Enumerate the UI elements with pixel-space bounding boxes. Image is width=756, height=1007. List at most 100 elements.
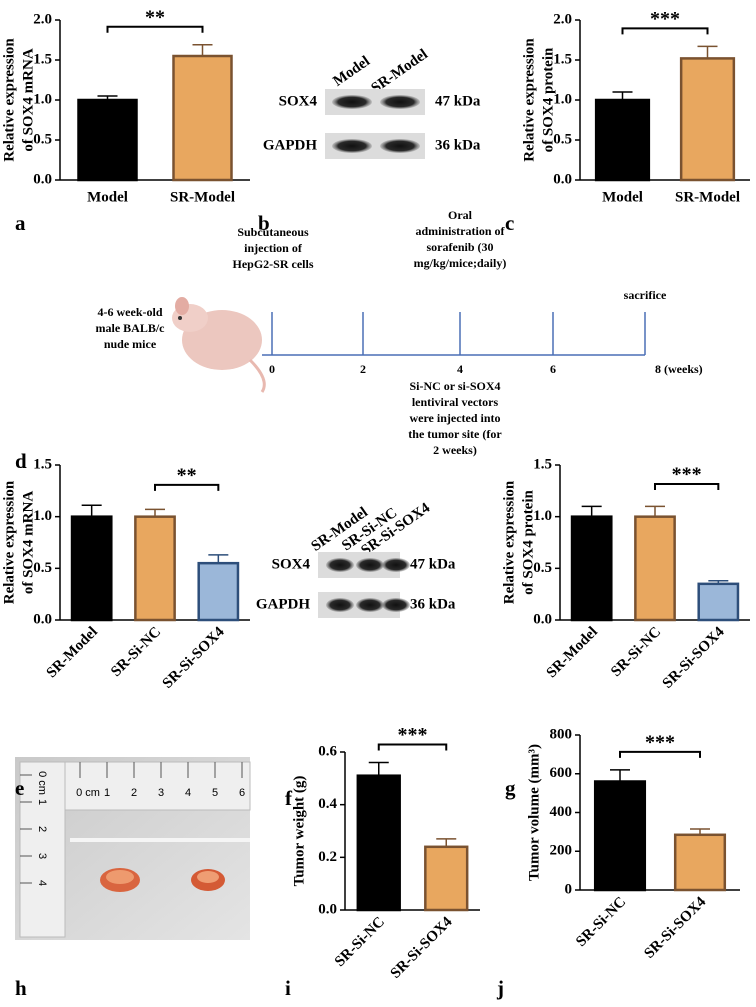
panel-letter: j	[496, 976, 504, 1000]
x-tick-label: SR-Model	[675, 189, 740, 205]
bar	[77, 98, 138, 182]
subject-label: 4-6 week-old	[98, 305, 163, 319]
bar	[70, 515, 113, 622]
timeline-annotation: Si-NC or si-SOX4	[409, 379, 500, 393]
significance-label: **	[177, 465, 197, 487]
subject-label: nude mice	[104, 337, 157, 351]
y-axis-label: Relative expression	[501, 480, 517, 604]
y-axis-label: Relative expression	[521, 38, 537, 162]
bar	[172, 54, 233, 182]
y-axis-label: Tumor weight (g)	[291, 776, 307, 887]
y-tick-label: 2.0	[553, 11, 572, 27]
y-tick-label: 0.0	[533, 611, 552, 627]
timeline-tick-label: 6	[550, 362, 556, 376]
timeline-annotation: 2 weeks)	[433, 443, 477, 457]
bar	[679, 57, 736, 182]
timeline-tick-label: 2	[360, 362, 366, 376]
y-tick-label: 0.4	[318, 796, 337, 812]
significance-label: ***	[645, 731, 675, 753]
blot-row-label: GAPDH	[263, 137, 317, 153]
error-bar	[697, 45, 718, 59]
error-bar	[97, 95, 118, 100]
ruler-label: 4	[185, 787, 191, 799]
y-axis-label: Relative expression	[1, 480, 17, 604]
error-bar	[81, 504, 102, 517]
blot-size-label: 36 kDa	[410, 596, 456, 612]
timeline-annotation: were injected into	[409, 411, 500, 425]
y-tick-label: 0.5	[33, 131, 52, 147]
ruler-label: 6	[239, 787, 245, 799]
x-tick-label: SR-Model	[170, 189, 235, 205]
y-tick-label: 1.5	[33, 51, 52, 67]
significance-label: ***	[672, 464, 702, 486]
blot-band	[380, 139, 420, 153]
significance-bracket	[621, 27, 709, 35]
error-bar	[145, 508, 165, 517]
y-tick-label: 0.0	[318, 901, 337, 917]
panel-letter: e	[15, 776, 24, 800]
panel-letter: f	[285, 786, 293, 810]
blot-band	[380, 95, 420, 109]
panel-letter: b	[258, 211, 270, 235]
significance-label: **	[145, 6, 165, 28]
timeline-annotation: sorafenib (30	[427, 240, 494, 254]
blot-band	[326, 598, 354, 612]
y-tick-label: 600	[550, 765, 573, 781]
y-axis-label: Relative expression	[1, 38, 17, 162]
y-axis-label: of SOX4 mRNA	[20, 491, 36, 594]
timeline-annotation: sacrifice	[624, 288, 667, 302]
significance-bracket	[619, 750, 701, 758]
bar	[634, 515, 676, 622]
y-tick-label: 800	[550, 726, 573, 742]
blot-band	[326, 558, 354, 572]
tumor-photo	[15, 757, 251, 940]
blot-band	[332, 139, 372, 153]
timeline-annotation: Oral	[448, 208, 473, 222]
error-bar	[610, 769, 630, 782]
blot-band	[382, 558, 410, 572]
ruler-label: 3	[36, 853, 48, 859]
significance-bracket	[154, 483, 220, 491]
y-tick-label: 0.6	[318, 743, 337, 759]
y-tick-label: 1.5	[553, 51, 572, 67]
timeline-annotation: mg/kg/mice;daily)	[414, 256, 507, 270]
panel-letter: g	[505, 776, 516, 800]
timeline-tick-label: 0	[269, 362, 275, 376]
y-tick-label: 0.5	[533, 560, 552, 576]
bar	[593, 780, 647, 892]
blot-band	[382, 598, 410, 612]
error-bar	[690, 828, 710, 835]
significance-label: ***	[398, 724, 428, 746]
error-bar	[612, 91, 633, 100]
ruler-label: 3	[158, 787, 164, 799]
y-axis-label: of SOX4 mRNA	[20, 48, 36, 151]
blot-row-label: GAPDH	[256, 596, 310, 612]
y-tick-label: 400	[550, 804, 573, 820]
bar	[197, 561, 240, 622]
ruler-label: 1	[36, 799, 48, 805]
y-tick-label: 0.2	[318, 849, 337, 865]
panel-letter: h	[15, 976, 27, 1000]
blot-row-label: SOX4	[272, 556, 311, 572]
y-tick-label: 1.0	[553, 91, 572, 107]
y-tick-label: 0.0	[33, 611, 52, 627]
bar	[594, 98, 651, 182]
significance-bracket	[377, 743, 448, 751]
subject-label: male BALB/c	[96, 321, 166, 335]
timeline-annotation: administration of	[415, 224, 505, 238]
y-axis-label: Tumor volume (mm³)	[526, 744, 542, 881]
mouse-illustration	[172, 297, 266, 393]
bar	[570, 515, 613, 622]
y-tick-label: 0	[565, 881, 573, 897]
y-tick-label: 1.0	[33, 91, 52, 107]
bar	[697, 582, 740, 622]
bar	[424, 845, 469, 912]
y-tick-label: 1.5	[33, 456, 52, 472]
error-bar	[368, 761, 389, 776]
y-tick-label: 0.0	[553, 171, 572, 187]
x-tick-label: Model	[87, 189, 128, 205]
y-tick-label: 0.5	[553, 131, 572, 147]
y-tick-label: 0.0	[33, 171, 52, 187]
y-axis-label: of SOX4 protein	[540, 47, 556, 152]
ruler-label: 0 cm	[36, 771, 48, 795]
